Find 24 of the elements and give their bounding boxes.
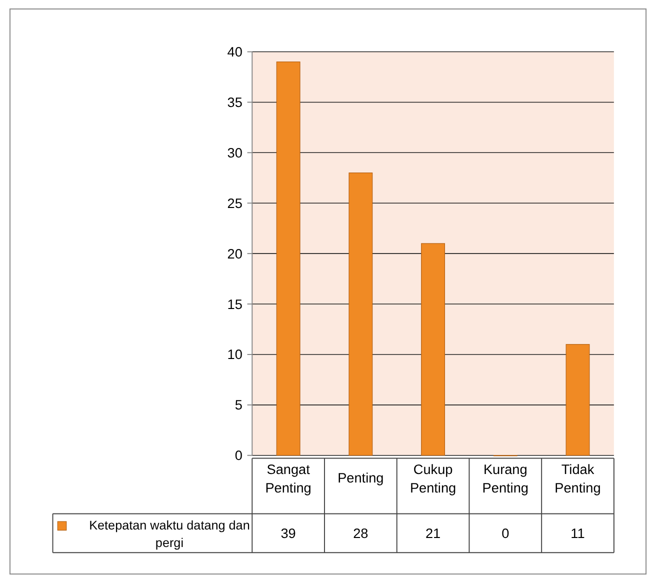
bar [566, 344, 590, 456]
y-tick-label: 15 [227, 296, 242, 312]
legend-label: Ketepatan waktu datang dan pergi [89, 518, 250, 550]
data-label: 21 [425, 526, 441, 541]
x-tick-label: Kurang Penting [482, 462, 528, 496]
bar [276, 62, 300, 456]
y-tick-label: 30 [227, 145, 243, 160]
data-label: 0 [502, 526, 510, 541]
data-label: 11 [570, 526, 585, 541]
x-tick-label: Penting [338, 470, 384, 486]
data-label: 28 [353, 526, 368, 541]
y-tick-label: 5 [234, 398, 242, 413]
data-label: 39 [280, 526, 296, 541]
x-tick-label: Cukup Penting [410, 462, 456, 496]
y-tick-label: 0 [234, 448, 243, 464]
x-tick-label: Tidak Penting [554, 462, 601, 496]
y-tick-label: 40 [227, 44, 243, 60]
y-tick-label: 10 [227, 347, 243, 362]
y-tick-label: 25 [227, 196, 242, 211]
y-tick-label: 20 [227, 246, 243, 262]
y-tick-label: 35 [227, 94, 242, 110]
bar [348, 172, 373, 456]
bar [421, 243, 445, 456]
x-tick-label: Sangat Penting [265, 462, 312, 496]
